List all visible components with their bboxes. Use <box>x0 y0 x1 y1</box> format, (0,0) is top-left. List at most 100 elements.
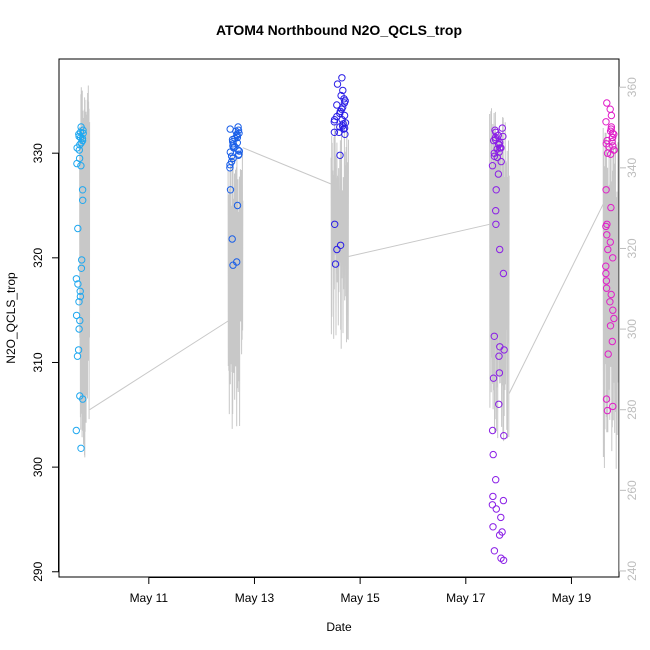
data-point <box>494 140 503 148</box>
data-point <box>331 220 339 229</box>
data-point <box>496 144 504 152</box>
data-point <box>609 129 617 138</box>
secondary-line-connector <box>508 203 604 394</box>
y2-tick-label: 320 <box>625 238 639 258</box>
data-point <box>497 157 505 166</box>
series-flight-3 <box>330 74 350 268</box>
data-point <box>602 284 611 292</box>
data-point <box>609 142 617 150</box>
y2-tick-label: 300 <box>625 319 639 339</box>
data-point <box>77 444 85 452</box>
data-point <box>498 124 506 132</box>
y-tick-label: 320 <box>31 247 45 267</box>
series-flight-4 <box>488 124 508 564</box>
data-point <box>604 245 612 254</box>
data-point <box>606 298 614 306</box>
data-point <box>233 139 242 147</box>
data-point <box>336 241 345 250</box>
x-tick-label: May 15 <box>340 591 380 605</box>
data-point <box>496 245 504 254</box>
points-layer <box>72 74 618 564</box>
data-point <box>490 332 498 340</box>
chart-title: ATOM4 Northbound N2O_QCLS_trop <box>216 22 462 38</box>
data-point <box>499 496 508 505</box>
data-point <box>608 138 616 146</box>
data-point <box>495 369 504 377</box>
data-point <box>333 80 342 88</box>
data-point <box>234 126 243 134</box>
data-point <box>227 152 236 161</box>
data-point <box>499 132 507 141</box>
y2-axis: 240 260 280 300 320 340 360 <box>619 77 639 581</box>
data-point <box>490 152 499 161</box>
secondary-line-segment <box>489 108 510 442</box>
data-point <box>494 170 503 178</box>
secondary-line-segment <box>330 121 349 349</box>
data-point <box>72 311 81 320</box>
data-point <box>489 492 497 501</box>
data-point <box>226 186 235 194</box>
data-point <box>602 262 610 270</box>
x-tick-label: May 19 <box>552 591 592 605</box>
data-point <box>331 260 340 268</box>
data-point <box>231 134 239 143</box>
data-point <box>73 352 82 360</box>
data-point <box>77 264 86 272</box>
x-axis-label: Date <box>326 620 352 634</box>
data-point <box>500 432 508 440</box>
data-point <box>72 426 81 435</box>
data-point <box>235 147 244 155</box>
secondary-line-connector <box>89 320 229 411</box>
data-point <box>607 150 615 158</box>
y-axis: 290 300 310 320 330 <box>31 143 59 582</box>
data-point <box>77 139 86 147</box>
data-point <box>78 186 87 194</box>
data-point <box>229 261 237 269</box>
data-point <box>609 306 617 314</box>
data-point <box>77 162 85 170</box>
data-point <box>226 161 234 169</box>
y2-tick-label: 260 <box>625 480 639 500</box>
data-point <box>608 133 616 142</box>
data-point <box>72 275 81 283</box>
data-point <box>75 298 83 306</box>
data-point <box>497 513 505 522</box>
data-point <box>492 186 500 194</box>
data-point <box>488 426 497 435</box>
data-point <box>340 124 349 132</box>
data-point <box>338 116 346 124</box>
x-tick-label: May 17 <box>446 591 486 605</box>
y2-tick-label: 280 <box>625 399 639 419</box>
data-point <box>495 352 503 360</box>
data-point <box>609 402 617 411</box>
y2-tick-label: 340 <box>625 158 639 178</box>
data-point <box>606 238 614 246</box>
data-point <box>233 201 242 210</box>
series-flight-5 <box>602 99 618 415</box>
data-point <box>76 292 85 301</box>
data-point <box>500 346 508 354</box>
data-point <box>76 316 84 325</box>
data-point <box>602 222 610 231</box>
data-point <box>491 126 499 134</box>
data-point <box>602 118 610 126</box>
data-point <box>492 207 500 215</box>
data-point <box>330 128 339 137</box>
data-point <box>340 111 349 120</box>
data-point <box>495 148 503 156</box>
x-axis: May 11 May 13 May 15 May 17 May 19 <box>130 577 592 605</box>
y-tick-label: 330 <box>31 143 45 163</box>
data-point <box>607 125 615 133</box>
data-point <box>79 395 87 403</box>
data-point <box>336 123 344 131</box>
data-point <box>336 107 345 116</box>
data-point <box>231 143 239 151</box>
data-point <box>492 220 500 229</box>
data-point <box>499 556 508 564</box>
data-point <box>607 111 616 120</box>
y-tick-label: 310 <box>31 352 45 372</box>
y-tick-label: 290 <box>31 561 45 581</box>
data-point <box>340 99 349 107</box>
data-point <box>608 337 616 346</box>
